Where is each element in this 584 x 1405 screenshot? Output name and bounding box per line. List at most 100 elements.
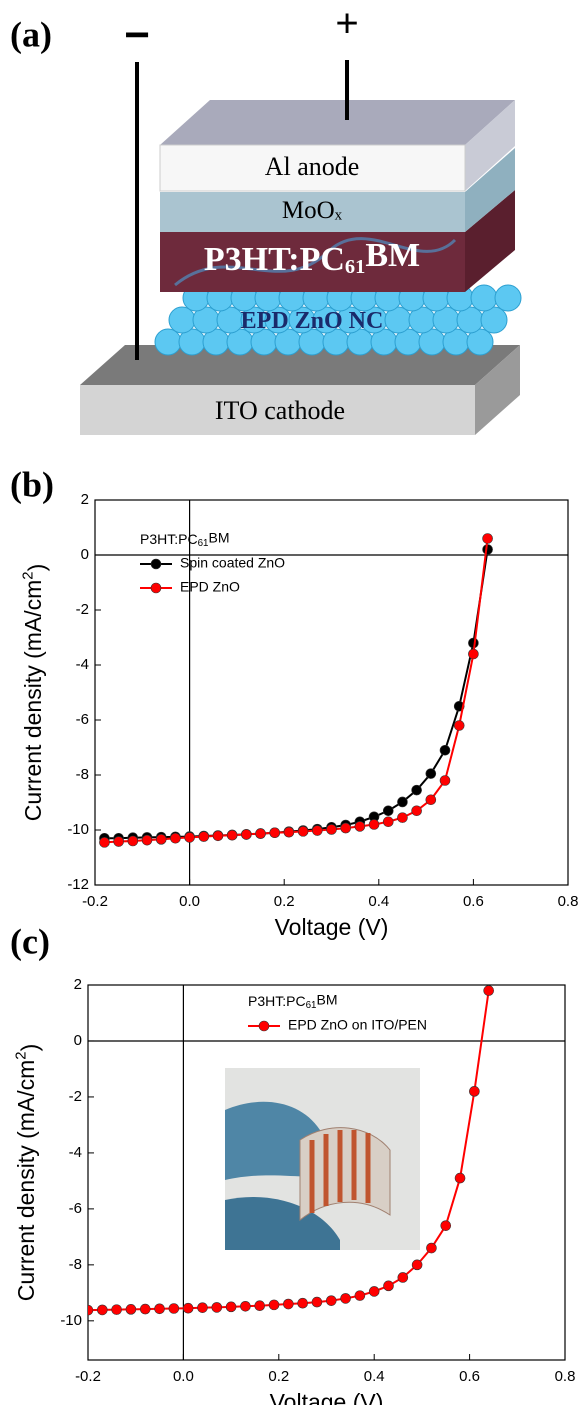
layer-label: MoOx: [282, 197, 343, 224]
data-point: [397, 796, 408, 808]
layer-label: EPD ZnO NC: [241, 308, 384, 334]
glove: [225, 1196, 340, 1250]
data-point: [168, 1303, 180, 1314]
data-point: [99, 837, 110, 848]
legend-label: EPD ZnO on ITO/PEN: [288, 1017, 427, 1033]
x-tick-label: 0.6: [463, 893, 484, 910]
x-tick-label: 0.0: [179, 893, 200, 910]
y-axis-label: Current density (mA/cm2): [12, 1044, 42, 1302]
data-point: [212, 830, 224, 842]
data-point: [425, 768, 437, 779]
y-tick-label: -10: [60, 1312, 82, 1329]
data-point: [184, 832, 195, 843]
legend-title-part: P3HT:PC: [248, 993, 306, 1009]
data-point: [197, 1302, 208, 1313]
data-point: [297, 826, 309, 837]
x-tick-label: 0.4: [364, 1368, 385, 1385]
nanocrystal: [470, 284, 498, 312]
data-point: [468, 648, 479, 660]
data-point: [269, 827, 281, 839]
plot-data: [99, 533, 493, 848]
data-point: [297, 1297, 308, 1309]
data-point: [354, 821, 366, 832]
ito-side: [475, 345, 520, 435]
x-tick-label: 0.2: [268, 1368, 289, 1385]
data-point: [111, 1304, 122, 1315]
data-point: [382, 805, 394, 817]
data-point: [88, 1304, 94, 1316]
plot-frame: [87, 984, 566, 1361]
data-point: [113, 836, 124, 847]
x-tick-label: 0.6: [459, 1368, 480, 1385]
y-axis-label-part: ): [17, 1044, 43, 1052]
x-tick-label: 0.4: [368, 893, 389, 910]
nanocrystal: [168, 306, 196, 334]
data-point: [411, 1259, 423, 1271]
data-point: [326, 824, 337, 835]
data-point: [483, 985, 494, 996]
layer-label: Al anode: [265, 152, 360, 181]
x-tick-label: 0.8: [558, 893, 579, 910]
electrodes: [309, 1130, 371, 1213]
data-point: [225, 1301, 237, 1313]
data-point: [425, 794, 437, 806]
legend-title-part: BM: [208, 529, 229, 545]
layer-label-part: Al anode: [265, 152, 360, 181]
layer-label-part: EPD ZnO NC: [241, 308, 384, 334]
plot-data: [88, 985, 494, 1316]
data-point: [255, 828, 266, 839]
x-axis-label: Voltage (V): [270, 1389, 384, 1405]
data-point: [97, 1304, 108, 1316]
y-tick-label: -8: [76, 766, 89, 783]
data-point: [154, 1303, 165, 1315]
data-point: [182, 1302, 194, 1314]
legend-label: EPD ZnO: [180, 579, 240, 595]
data-point: [198, 831, 210, 842]
y-axis-label-part: Current density (mA/cm: [20, 580, 46, 822]
legend-title: P3HT:PC61BM: [140, 529, 229, 548]
data-point: [340, 1293, 351, 1304]
data-point: [254, 1300, 266, 1312]
x-tick-label: 0.0: [173, 1368, 194, 1385]
data-point: [397, 812, 408, 823]
layer-label: ITO cathode: [215, 396, 345, 425]
ito-front: [80, 385, 475, 435]
y-tick-label: -2: [69, 1088, 82, 1105]
data-point: [340, 822, 351, 834]
data-point: [454, 1172, 466, 1184]
plot-frame: [94, 499, 569, 886]
positive-sign: +: [335, 2, 358, 46]
data-point: [426, 1242, 437, 1254]
legend-title-subscript: 61: [306, 1000, 317, 1011]
data-point: [440, 1220, 452, 1231]
data-point: [383, 1280, 394, 1292]
layer-label-part: BM: [365, 237, 420, 274]
data-point: [482, 533, 493, 544]
data-point: [453, 720, 465, 731]
layer-label-subscript: x: [335, 208, 343, 224]
device-diagram: − + Al anode MoOx P3HT:PC61BM EPD ZnO NC ITO…: [80, 2, 522, 435]
negative-sign: −: [124, 11, 150, 60]
legend-marker: [150, 558, 162, 570]
data-point: [283, 1298, 294, 1310]
data-point: [354, 1290, 366, 1301]
data-point: [170, 832, 181, 844]
y-axis-label-part: Current density (mA/cm: [13, 1060, 39, 1302]
y-axis-label-part: ): [24, 564, 50, 572]
y-tick-label: -6: [69, 1200, 82, 1217]
y-tick-label: 0: [74, 1032, 82, 1049]
y-tick-label: 2: [74, 976, 82, 993]
legend-label: Spin coated ZnO: [180, 555, 285, 571]
anode-side: [465, 100, 515, 191]
layer-label: P3HT:PC61BM: [204, 237, 420, 278]
data-point: [368, 1286, 380, 1297]
y-tick-label: -2: [76, 601, 89, 618]
data-point: [469, 1086, 480, 1097]
y-tick-label: 0: [81, 546, 89, 563]
y-axis-label-superscript: 2: [12, 1051, 29, 1059]
data-point: [155, 834, 167, 845]
data-point: [241, 829, 252, 840]
y-tick-label: -6: [76, 711, 89, 728]
x-tick-label: 0.8: [555, 1368, 576, 1385]
y-axis-label: Current density (mA/cm2): [19, 564, 49, 822]
